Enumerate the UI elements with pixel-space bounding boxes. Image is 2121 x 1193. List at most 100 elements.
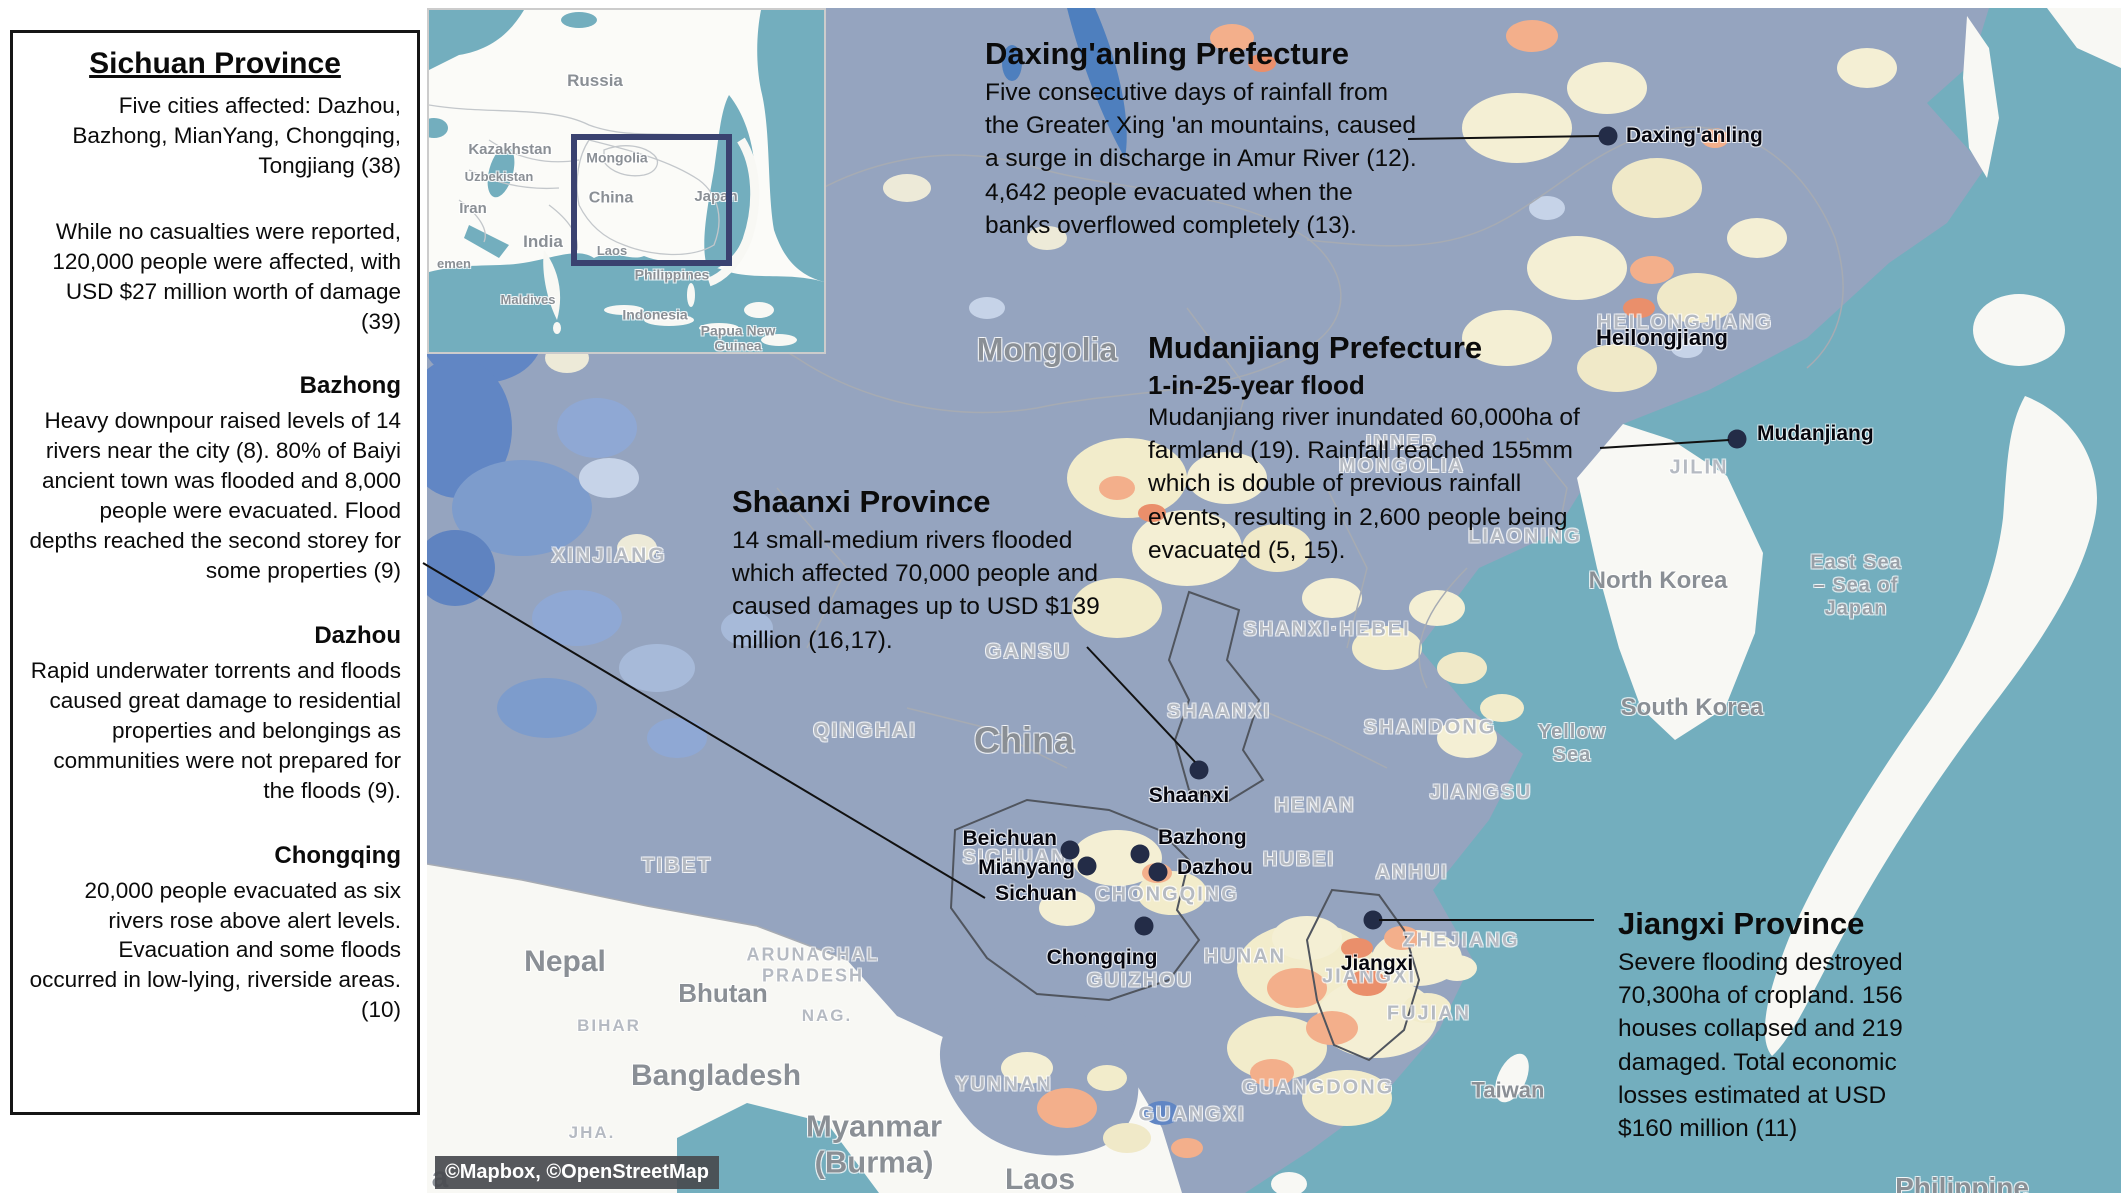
map-label-guangxi: GUANGXI <box>1138 1103 1246 1126</box>
map-base-layer <box>427 8 2121 1193</box>
map-label-heilongjiang: HEILONGJIANG <box>1596 311 1774 334</box>
inset-label-mongolia: Mongolia <box>586 149 648 166</box>
inset-label-laos: Laos <box>596 243 628 259</box>
map-label-yunnan: YUNNAN <box>955 1073 1053 1096</box>
sidebar-paragraph: While no casualties were reported, 120,0… <box>52 218 401 334</box>
marker-dot-bazhong <box>1130 844 1150 864</box>
map-label-jiangxi: JIANGXI <box>1321 965 1417 988</box>
map-label-jilin: JILIN <box>1669 456 1729 479</box>
map-label-tibet: TIBET <box>641 853 713 877</box>
annotation-title: Shaanxi Province <box>732 484 991 519</box>
map-label-xinjiang: XINJIANG <box>551 543 667 567</box>
inset-label-china: China <box>588 189 634 207</box>
annotation-jiangxi: Jiangxi Province Severe flooding destroy… <box>1618 906 1934 1146</box>
map-label-nepal: Nepal <box>524 944 606 978</box>
sidebar-title: Sichuan Province <box>89 47 341 80</box>
map-label-jha-: JHA. <box>568 1123 616 1143</box>
annotation-shaanxi: Shaanxi Province 14 small-medium rivers … <box>732 484 1104 657</box>
map-label-bihar: BIHAR <box>577 1016 641 1036</box>
map-canvas[interactable]: Russia Kazakhstan Uzbekistan Iran India Mongo… <box>427 8 2121 1193</box>
marker-label-sichuan: Sichuan <box>995 882 1077 905</box>
map-attribution[interactable]: ©Mapbox, ©OpenStreetMap <box>435 1156 719 1189</box>
inset-label-maldives: Maldives <box>500 292 556 308</box>
inset-overview-map: Russia Kazakhstan Uzbekistan Iran India Mongo… <box>427 8 826 354</box>
marker-label-bazhong: Bazhong <box>1158 826 1247 849</box>
map-label-north-korea: North Korea <box>1588 567 1728 595</box>
marker-label-mudanjiang: Mudanjiang <box>1757 422 1874 445</box>
annotation-body: 14 small-medium rivers flooded which aff… <box>732 526 1100 654</box>
map-label-arunachal-pradesh: ARUNACHAL PRADESH <box>746 944 880 985</box>
inset-label-philippines: Philippines <box>634 266 710 283</box>
map-label-zhejiang: ZHEJIANG <box>1402 929 1520 952</box>
marker-label-daxinganling: Daxing'anling <box>1626 124 1763 147</box>
map-label-bhutan: Bhutan <box>678 978 768 1009</box>
inset-label-russia: Russia <box>567 71 623 91</box>
sichuan-info-box: Sichuan Province Five cities affected: D… <box>10 30 420 1115</box>
marker-label-dazhou: Dazhou <box>1177 856 1253 879</box>
inset-label-india: India <box>523 232 563 252</box>
annotation-mudanjiang: Mudanjiang Prefecture 1-in-25-year flood… <box>1148 330 1596 567</box>
map-label-anhui: ANHUI <box>1375 861 1449 884</box>
inset-label-indonesia: Indonesia <box>622 306 688 323</box>
map-label-chongqing: CHONGQING <box>1095 883 1239 906</box>
map-label-shandong: SHANDONG <box>1363 716 1497 739</box>
marker-label-heilongjiang: Heilongjiang <box>1596 325 1728 350</box>
annotation-title: Daxing'anling Prefecture <box>985 36 1349 71</box>
map-label-laos: Laos <box>1004 1162 1076 1193</box>
map-label-jiangsu: JIANGSU <box>1429 781 1533 804</box>
marker-label-chongqing: Chongqing <box>1046 946 1158 969</box>
map-label-myanmar-burma-: Myanmar (Burma) <box>805 1108 943 1179</box>
map-label-china: China <box>973 719 1075 761</box>
map-label-fujian: FUJIAN <box>1386 1002 1472 1025</box>
map-label-guangdong: GUANGDONG <box>1241 1076 1395 1099</box>
inset-base <box>429 10 824 352</box>
map-label-shaanxi: SHAANXI <box>1166 700 1272 723</box>
map-label-mongolia: Mongolia <box>976 331 1118 368</box>
map-label-liaoning: LIAONING <box>1468 525 1582 548</box>
map-label-gansu: GANSU <box>985 639 1071 663</box>
map-label-bangladesh: Bangladesh <box>630 1058 802 1092</box>
marker-dot-dazhou <box>1148 862 1168 882</box>
map-label-east-sea-sea-of-japan: East Sea – Sea of Japan <box>1810 551 1902 620</box>
map-label-shanxi-hebei: SHANXI·HEBEI <box>1243 618 1411 641</box>
annotation-body: Mudanjiang river inundated 60,000ha of f… <box>1148 403 1580 565</box>
map-label-nag-: NAG. <box>801 1006 853 1026</box>
annotation-title: Jiangxi Province <box>1618 906 1865 941</box>
sidebar-heading-bazhong: Bazhong <box>299 372 401 400</box>
annotation-body: Severe flooding destroyed 70,300ha of cr… <box>1618 948 1903 1143</box>
marker-dot-shaanxi <box>1189 760 1209 780</box>
inset-label-uzbekistan: Uzbekistan <box>464 169 534 185</box>
marker-label-beichuan: Beichuan <box>962 827 1057 850</box>
marker-dot-beichuan <box>1060 840 1080 860</box>
map-label-philippine: Philippine <box>1895 1171 2029 1193</box>
annotation-daxinganling: Daxing'anling Prefecture Five consecutiv… <box>985 36 1421 242</box>
inset-label-iran: Iran <box>459 200 487 218</box>
map-label-hubei: HUBEI <box>1262 848 1336 871</box>
annotation-subtitle: 1-in-25-year flood <box>1148 369 1365 400</box>
marker-dot-mudanjiang <box>1727 429 1747 449</box>
inset-label-emen: emen <box>437 256 471 272</box>
marker-dot-daxinganling <box>1598 126 1618 146</box>
map-label-hunan: HUNAN <box>1203 945 1287 968</box>
sidebar-paragraph: Rapid underwater torrents and floods cau… <box>30 657 401 803</box>
marker-label-shaanxi: Shaanxi <box>1148 784 1230 807</box>
map-label-taiwan: Taiwan <box>1471 1077 1545 1103</box>
map-label-henan: HENAN <box>1274 794 1356 817</box>
map-label-inner-mongolia: INNER MONGOLIA <box>1339 432 1465 477</box>
sidebar-heading-chongqing: Chongqing <box>274 841 401 869</box>
map-label-sichuan: SICHUAN <box>962 846 1068 869</box>
map-label-qinghai: QINGHAI <box>813 718 917 742</box>
sidebar-paragraph: 20,000 people evacuated as six rivers ro… <box>29 877 401 1023</box>
marker-dot-chongqing <box>1134 916 1154 936</box>
map-label-yellow-sea: Yellow Sea <box>1537 721 1607 766</box>
annotation-title: Mudanjiang Prefecture <box>1148 330 1483 365</box>
inset-label-papua-new-guinea: Papua New Guinea <box>700 322 776 353</box>
marker-dot-mianyang <box>1077 856 1097 876</box>
sidebar-paragraph: Heavy downpour raised levels of 14 river… <box>29 408 401 584</box>
marker-label-jiangxi: Jiangxi <box>1340 952 1414 975</box>
marker-dot-jiangxi <box>1363 910 1383 930</box>
map-label-guizhou: GUIZHOU <box>1086 969 1194 992</box>
sidebar-heading-dazhou: Dazhou <box>314 621 401 649</box>
inset-highlight-region <box>571 134 732 266</box>
